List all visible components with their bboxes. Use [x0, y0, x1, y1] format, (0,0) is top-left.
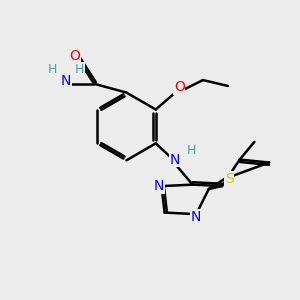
Text: O: O — [70, 49, 80, 63]
Text: H: H — [48, 62, 57, 76]
Text: N: N — [154, 179, 164, 193]
Text: H: H — [187, 144, 196, 157]
Text: N: N — [61, 74, 71, 88]
Text: S: S — [225, 172, 234, 186]
Text: O: O — [174, 80, 185, 94]
Text: H: H — [75, 62, 85, 76]
Text: N: N — [170, 153, 180, 166]
Text: N: N — [190, 210, 201, 224]
